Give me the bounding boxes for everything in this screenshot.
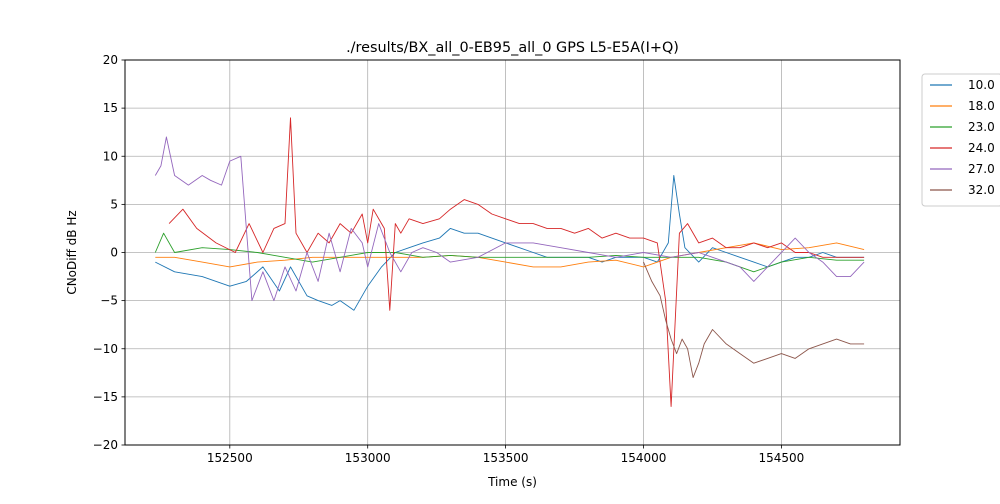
y-tick-label: 5 — [110, 197, 118, 211]
x-tick-label: 154500 — [758, 451, 804, 465]
y-tick-label: −20 — [93, 438, 118, 452]
legend-label: 24.0 — [968, 141, 995, 155]
x-tick-label: 153000 — [345, 451, 391, 465]
x-tick-label: 154000 — [621, 451, 667, 465]
legend-label: 10.0 — [968, 78, 995, 92]
y-tick-label: −15 — [93, 390, 118, 404]
legend: 10.0 18.0 23.0 24.0 27.0 32.0 — [921, 73, 1000, 207]
x-tick-label: 152500 — [207, 451, 253, 465]
legend-label: 27.0 — [968, 162, 995, 176]
series-line-27-0 — [154, 136, 865, 302]
y-axis-label: CNoDiff dB Hz — [65, 210, 79, 294]
legend-label: 18.0 — [968, 99, 995, 113]
legend-label: 32.0 — [968, 183, 995, 197]
series-line-32-0 — [643, 261, 865, 379]
series-line-24-0 — [168, 117, 865, 407]
y-tick-label: −5 — [100, 294, 118, 308]
legend-label: 23.0 — [968, 120, 995, 134]
y-tick-label: 10 — [103, 149, 118, 163]
grid-layer — [125, 59, 900, 446]
y-tick-label: 0 — [110, 246, 118, 260]
series-line-18-0 — [155, 242, 865, 268]
y-tick-label: 20 — [103, 53, 118, 67]
series-line-10-0 — [155, 175, 865, 311]
x-axis-label: Time (s) — [487, 475, 537, 489]
series-layer — [154, 117, 865, 407]
y-tick-label: −10 — [93, 342, 118, 356]
legend-box — [921, 73, 1000, 207]
x-tick-label: 153500 — [483, 451, 529, 465]
tick-layer: 152500 153000 153500 154000 154500 −20 −15 −10 −… — [93, 53, 805, 465]
chart-title: ./results/BX_all_0-EB95_all_0 GPS L5-E5A… — [346, 40, 679, 56]
y-tick-label: 15 — [103, 101, 118, 115]
